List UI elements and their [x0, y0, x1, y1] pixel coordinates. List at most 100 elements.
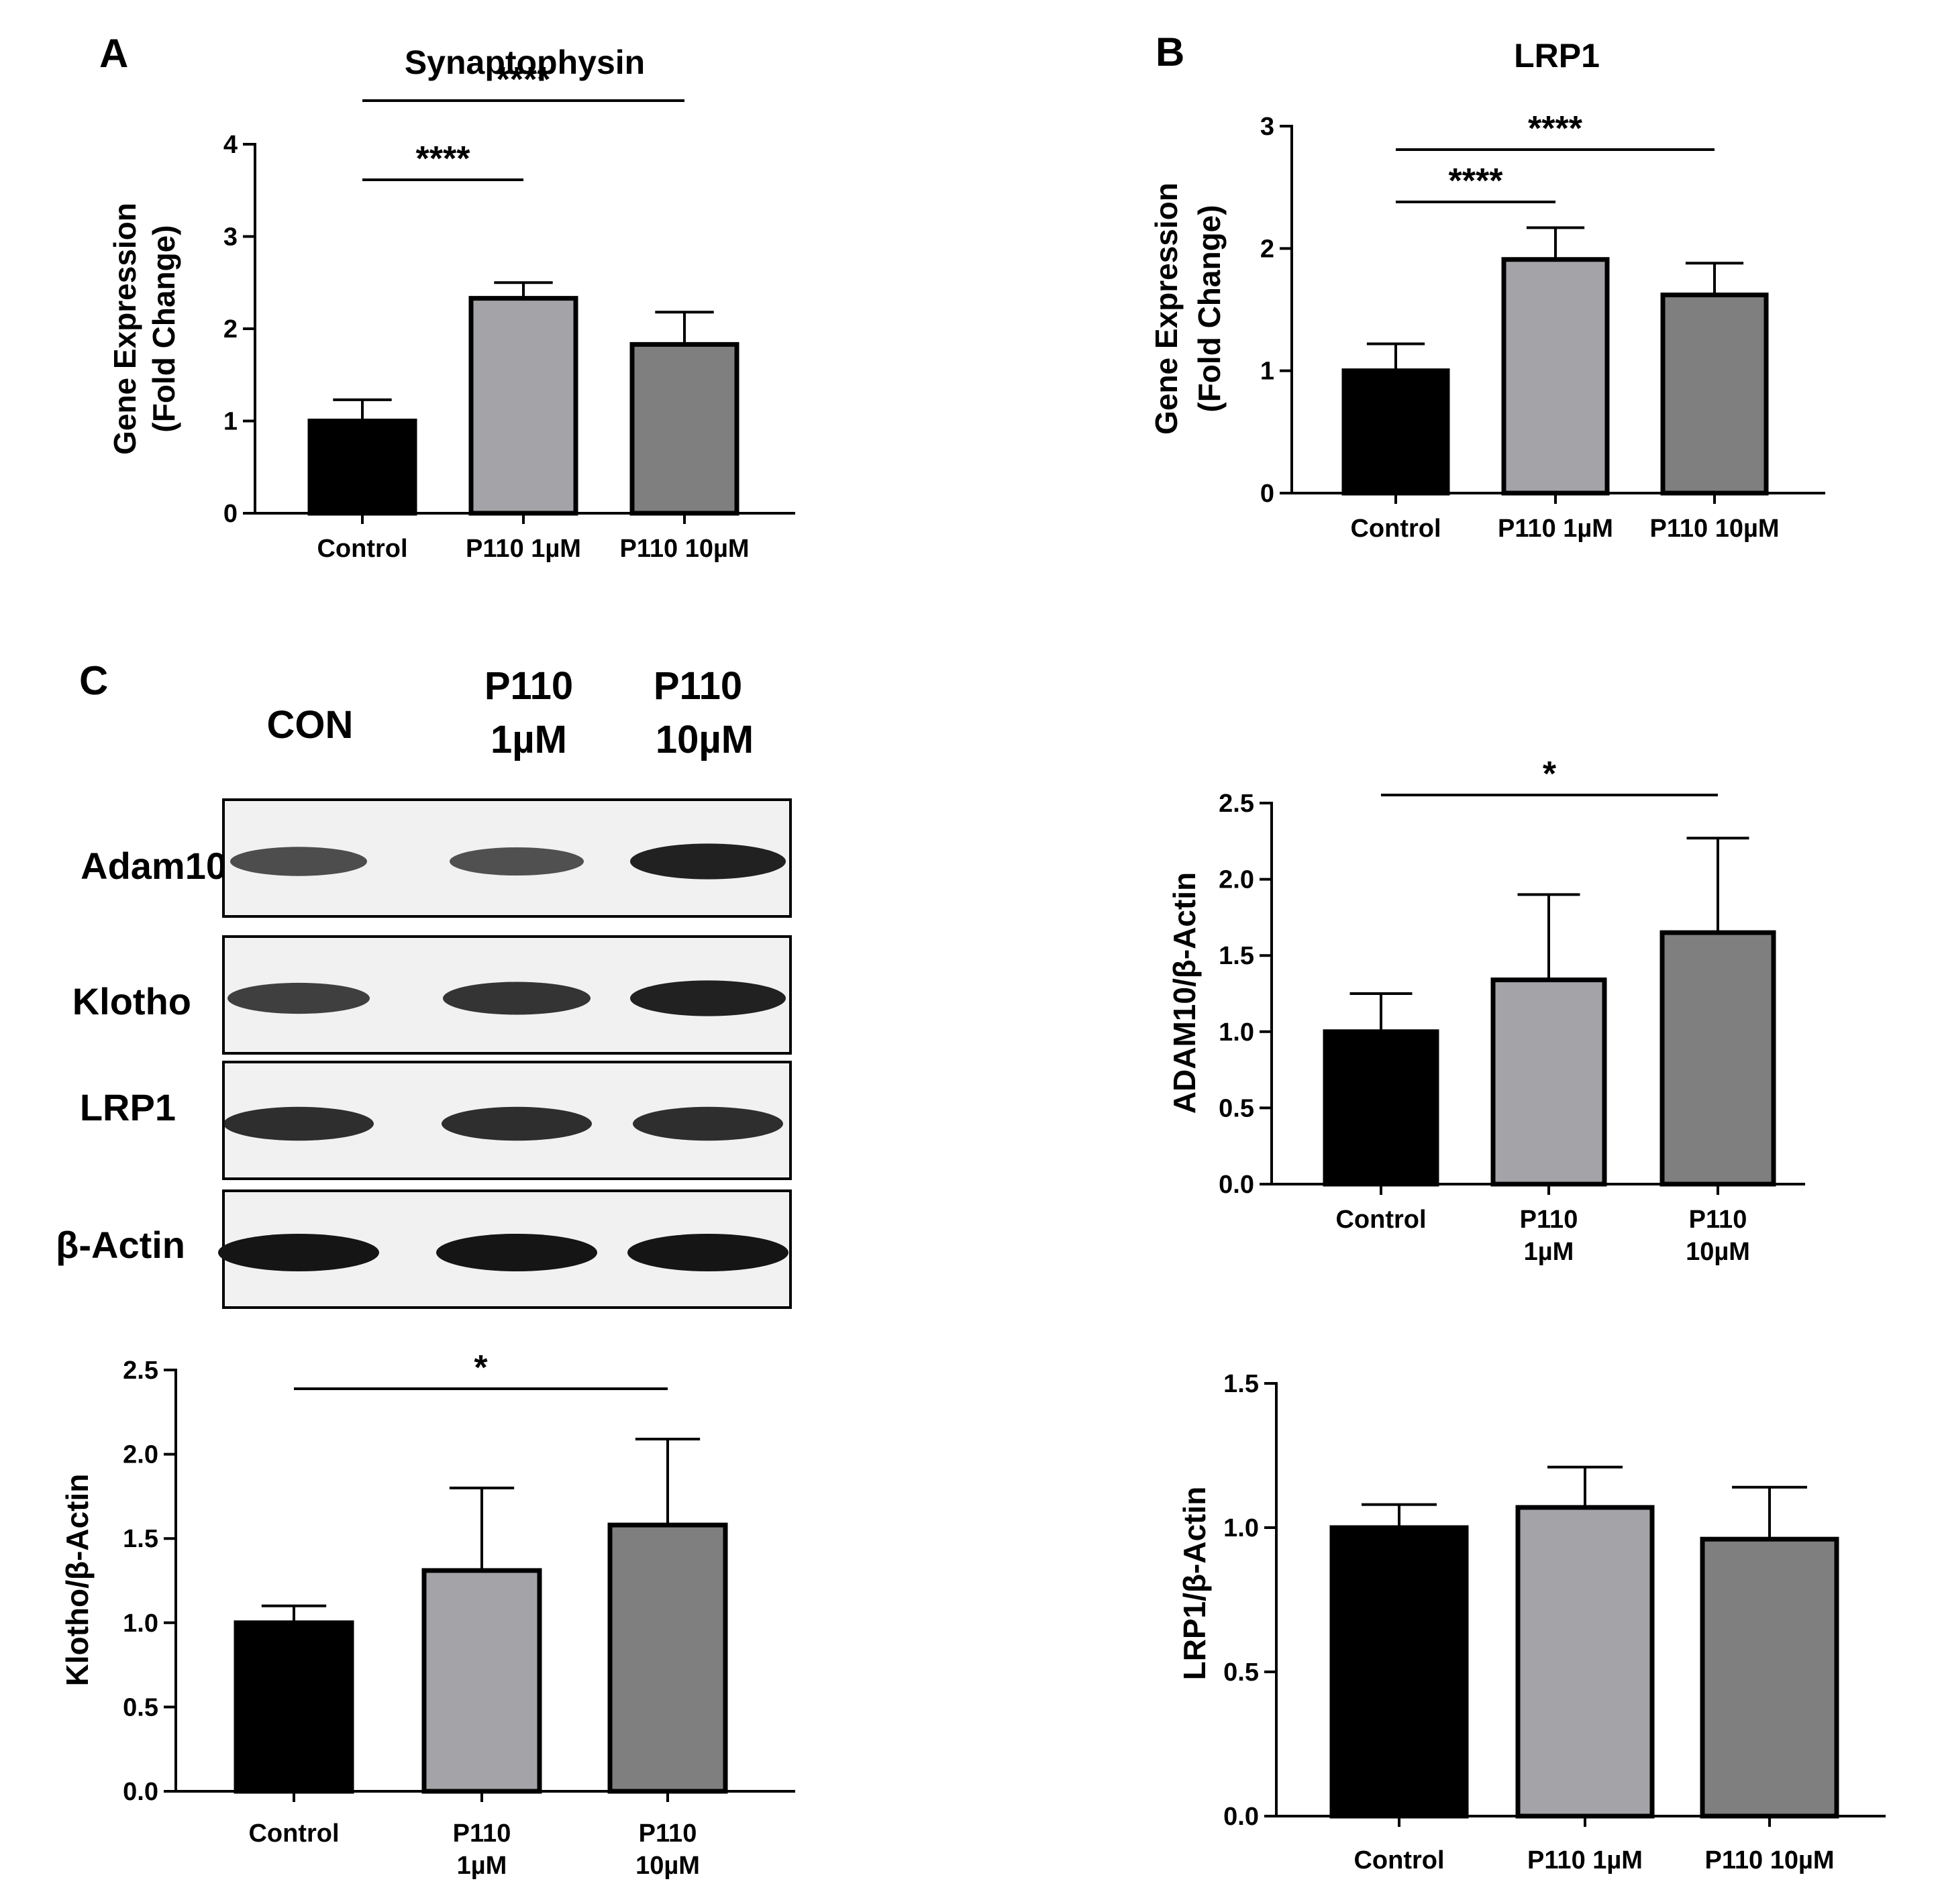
- blot-band-2-1: [442, 1106, 592, 1141]
- blot-band-1-1: [443, 982, 591, 1015]
- chart-1-ytick-label-0: 0: [1260, 480, 1274, 508]
- blot-row-label-klotho: Klotho: [72, 980, 191, 1022]
- chart-1-title: LRP1: [1514, 37, 1600, 74]
- chart-1-ytick-label-2: 2: [1260, 235, 1274, 263]
- blot-row-label-adam10: Adam10: [81, 845, 227, 887]
- chart-4-ytick-label-2: 1.0: [1223, 1514, 1259, 1542]
- chart-0-bar-0: [307, 419, 417, 516]
- chart-lrp1-expression: LRP1 Gene Expression (Fold Change) 0 1 2 3 Cont…: [1149, 37, 1825, 543]
- chart-klotho-ratio: Klotho/β-Actin 0.0 0.5 1.0 1.5 2.0 2.5 Control P…: [60, 1348, 795, 1880]
- chart-3-category-2-0: P110: [639, 1819, 697, 1848]
- blot-lane-0-line1: CON: [267, 703, 354, 747]
- chart-1-ytick-label-3: 3: [1260, 113, 1274, 141]
- chart-2-ytick-label-0: 0.0: [1219, 1171, 1254, 1199]
- chart-0-category-0-0: Control: [317, 535, 407, 563]
- chart-4-bar-0: [1329, 1525, 1469, 1819]
- chart-2-ytick-label-2: 1.0: [1219, 1018, 1254, 1047]
- blot-lane-1-line1: P110: [484, 664, 573, 708]
- chart-3-ytick-label-3: 1.5: [123, 1525, 158, 1553]
- chart-2-ytick-label-4: 2.0: [1219, 866, 1254, 894]
- chart-2-ytick-label-1: 0.5: [1219, 1094, 1254, 1122]
- chart-1-bar-1: [1501, 257, 1610, 496]
- chart-4-category-1-0: P110 1µM: [1527, 1846, 1643, 1874]
- chart-3-category-2-1: 10µM: [635, 1852, 700, 1880]
- chart-0-ytick-label-1: 1: [223, 408, 238, 436]
- blot-band-3-0: [218, 1234, 379, 1271]
- chart-0-sig-label-1: ****: [497, 60, 552, 99]
- blot-band-0-2: [630, 843, 786, 880]
- chart-1-category-0-0: Control: [1350, 515, 1441, 543]
- blot-band-0-0: [230, 847, 367, 876]
- blot-band-2-2: [633, 1106, 783, 1141]
- chart-3-ytick-label-4: 2.0: [123, 1441, 158, 1469]
- chart-4-ytick-label-0: 0.0: [1223, 1803, 1259, 1831]
- chart-adam10-ratio: ADAM10/β-Actin 0.0 0.5 1.0 1.5 2.0 2.5 Control P…: [1167, 755, 1805, 1266]
- chart-synaptophysin: Synaptophysin Gene Expression (Fold Change…: [107, 44, 795, 563]
- chart-0-title: Synaptophysin: [405, 44, 645, 81]
- blot-lane-2-line1: P110: [654, 664, 742, 708]
- chart-3-bar-1: [421, 1568, 542, 1794]
- chart-0-category-2-0: P110 10µM: [619, 535, 749, 563]
- panel-label-b: B: [1156, 30, 1184, 74]
- blot-band-2-0: [223, 1106, 374, 1141]
- chart-0-category-1-0: P110 1µM: [466, 535, 581, 563]
- chart-4-ylabel-0: LRP1/β-Actin: [1177, 1487, 1212, 1681]
- chart-1-bar-2: [1660, 293, 1769, 496]
- chart-2-sig-label-0: *: [1543, 755, 1557, 794]
- blot-lane-2-line2: 10µM: [656, 718, 754, 761]
- chart-2-category-0-0: Control: [1335, 1206, 1426, 1234]
- chart-4-bar-2: [1700, 1536, 1839, 1819]
- chart-3-bar-0: [234, 1620, 354, 1794]
- blot-band-3-1: [436, 1234, 597, 1271]
- chart-4-bar-1: [1515, 1505, 1655, 1819]
- chart-2-bar-2: [1659, 930, 1776, 1187]
- chart-0-ytick-label-2: 2: [223, 315, 238, 343]
- blot-band-3-2: [627, 1234, 788, 1271]
- blot-band-0-1: [450, 847, 584, 876]
- chart-0-ylabel-0: Gene Expression: [107, 203, 142, 455]
- chart-1-sig-label-1: ****: [1528, 109, 1583, 148]
- chart-4-category-0-0: Control: [1353, 1846, 1444, 1874]
- chart-lrp1-ratio: LRP1/β-Actin 0.0 0.5 1.0 1.5 Control P110 1µM P…: [1177, 1370, 1886, 1874]
- chart-3-ylabel-0: Klotho/β-Actin: [60, 1474, 95, 1687]
- chart-1-bar-0: [1341, 368, 1450, 496]
- chart-2-bar-0: [1323, 1029, 1439, 1187]
- chart-2-ylabel-0: ADAM10/β-Actin: [1167, 872, 1202, 1114]
- chart-0-ytick-label-4: 4: [223, 131, 238, 159]
- blot-band-1-2: [630, 980, 786, 1016]
- blot-lane-1-line2: 1µM: [491, 718, 567, 761]
- chart-2-ytick-label-3: 1.5: [1219, 942, 1254, 970]
- chart-3-bar-2: [607, 1522, 728, 1794]
- chart-3-sig-label-0: *: [474, 1348, 488, 1387]
- chart-3-ytick-label-2: 1.0: [123, 1609, 158, 1638]
- chart-0-bar-1: [468, 296, 578, 516]
- chart-1-category-2-0: P110 10µM: [1649, 515, 1779, 543]
- chart-4-category-2-0: P110 10µM: [1704, 1846, 1834, 1874]
- chart-1-category-1-0: P110 1µM: [1498, 515, 1613, 543]
- blot-row-label-beta-actin: β-Actin: [56, 1224, 185, 1266]
- chart-2-ytick-label-5: 2.5: [1219, 790, 1254, 818]
- chart-1-ytick-label-1: 1: [1260, 358, 1274, 386]
- chart-0-sig-label-0: ****: [416, 140, 471, 178]
- chart-4-ytick-label-1: 0.5: [1223, 1658, 1259, 1687]
- chart-2-bar-1: [1490, 977, 1607, 1187]
- chart-1-ylabel-1: (Fold Change): [1192, 205, 1227, 412]
- chart-2-category-2-0: P110: [1689, 1206, 1747, 1234]
- chart-1-ylabel-0: Gene Expression: [1149, 182, 1184, 435]
- chart-3-category-0-0: Control: [248, 1819, 339, 1848]
- chart-0-ylabel-1: (Fold Change): [146, 225, 181, 432]
- chart-1-sig-label-0: ****: [1449, 162, 1504, 201]
- chart-0-bar-2: [629, 341, 739, 516]
- blot-row-label-lrp1: LRP1: [80, 1086, 176, 1128]
- western-blot: CON P110 1µM P110 10µM Adam10 Klotho LRP…: [56, 664, 792, 1309]
- chart-2-category-1-0: P110: [1520, 1206, 1578, 1234]
- chart-3-ytick-label-1: 0.5: [123, 1693, 158, 1722]
- chart-2-category-1-1: 1µM: [1524, 1238, 1574, 1266]
- blot-strips: [218, 798, 792, 1309]
- chart-3-ytick-label-5: 2.5: [123, 1357, 158, 1385]
- chart-4-ytick-label-3: 1.5: [1223, 1370, 1259, 1398]
- chart-0-ytick-label-3: 3: [223, 223, 238, 252]
- chart-3-category-1-0: P110: [453, 1819, 511, 1848]
- panel-label-c: C: [79, 658, 108, 703]
